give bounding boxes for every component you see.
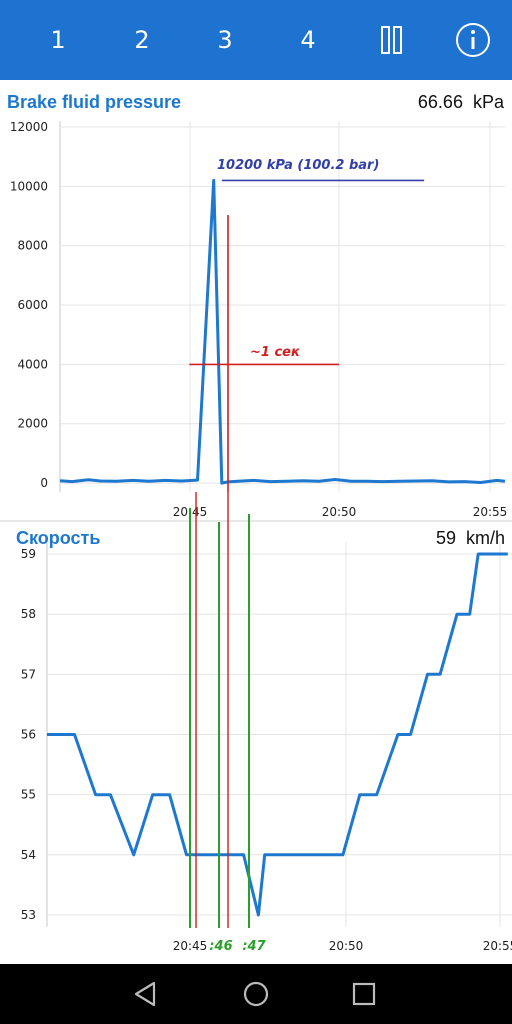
- annotation-duration-label: ~1 сек: [250, 345, 301, 360]
- tab-1[interactable]: 1: [50, 26, 66, 54]
- panel1-current-value: 66.66: [417, 92, 463, 112]
- tab-3[interactable]: 3: [217, 26, 233, 54]
- chart-panel-1: 02000400060008000100001200020:4520:5020:…: [10, 120, 507, 519]
- panel2-unit: km/h: [466, 528, 506, 548]
- annotation-peak-label: 10200 kPa (100.2 bar): [217, 158, 379, 173]
- panel1-unit: kPa: [472, 92, 504, 112]
- panel2-readout: 59 km/h: [436, 528, 505, 549]
- back-triangle-icon[interactable]: [130, 978, 162, 1010]
- y-tick-label: 56: [21, 727, 36, 741]
- y-tick-label: 54: [21, 848, 36, 862]
- pause-icon[interactable]: [378, 24, 406, 56]
- y-tick-label: 58: [21, 607, 36, 621]
- top-toolbar: 1 2 3 4: [0, 0, 512, 80]
- android-nav-bar: [0, 964, 512, 1024]
- info-icon[interactable]: [455, 22, 491, 58]
- y-tick-label: 2000: [17, 417, 48, 431]
- tab-2[interactable]: 2: [134, 26, 150, 54]
- x-tick-label: 20:55: [483, 939, 512, 953]
- panel2-current-value: 59: [436, 528, 457, 548]
- home-circle-icon[interactable]: [240, 978, 272, 1010]
- y-tick-label: 8000: [17, 239, 48, 253]
- tab-4[interactable]: 4: [300, 26, 316, 54]
- series-line: [59, 178, 506, 485]
- x-tick-label: 20:50: [329, 939, 364, 953]
- panel1-readout: 66.66 kPa: [418, 92, 504, 113]
- series-line: [47, 552, 508, 917]
- y-tick-label: 53: [21, 908, 36, 922]
- y-tick-label: 12000: [10, 120, 48, 134]
- panel2-title: Скорость: [16, 528, 101, 548]
- chart-panel-2: 53 54 55 56 57 58 59 20:45 20:50 20:55 :46 :47: [21, 492, 512, 954]
- y-tick-label: 55: [21, 788, 36, 802]
- y-tick-label: 6000: [17, 298, 48, 312]
- annotation-sec46-label: :46: [209, 939, 232, 954]
- y-tick-label: 0: [40, 476, 48, 490]
- y-tick-label: 10000: [10, 179, 48, 193]
- x-tick-label: 20:50: [322, 505, 357, 519]
- y-tick-label: 59: [21, 547, 36, 561]
- annotation-sec47-label: :47: [242, 939, 266, 954]
- recents-square-icon[interactable]: [348, 978, 380, 1010]
- y-tick-label: 4000: [17, 357, 48, 371]
- y-tick-label: 57: [21, 667, 36, 681]
- panel1-title: Brake fluid pressure: [7, 92, 182, 112]
- charts-area: 0 2000 4000 6000 8000 10000 12000 20:45 20:50 20:…: [0, 120, 512, 954]
- x-tick-label: 20:55: [473, 505, 508, 519]
- x-tick-label: 20:45: [173, 939, 208, 953]
